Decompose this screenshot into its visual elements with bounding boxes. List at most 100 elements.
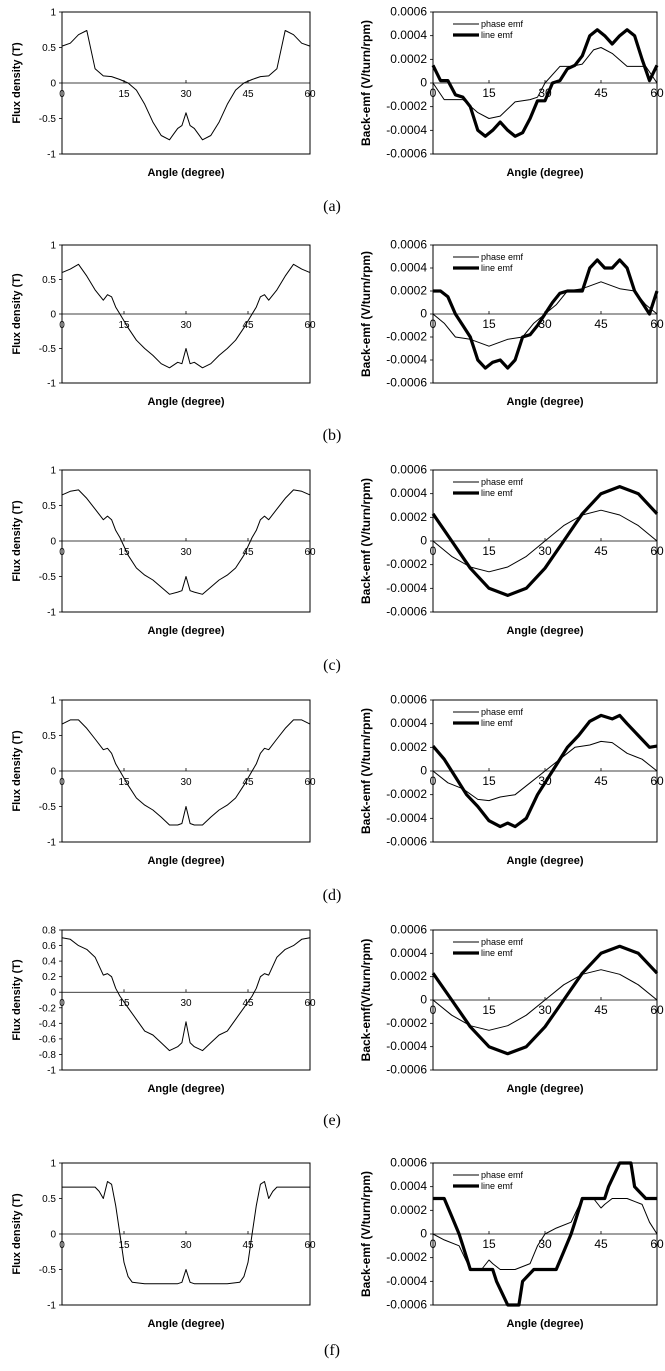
x-tick-label: 60	[650, 1003, 664, 1017]
legend-label: line emf	[481, 1181, 513, 1191]
x-tick-label: 0	[59, 998, 65, 1009]
y-tick-label: -0.0004	[386, 1039, 427, 1053]
y-tick-label: 0.0006	[390, 463, 427, 477]
x-axis-title: Angle (degree)	[506, 167, 583, 179]
y-tick-label: -0.0004	[386, 581, 427, 595]
x-tick-label: 0	[430, 86, 437, 100]
y-axis-title: Flux density (T)	[11, 500, 23, 582]
y-axis-title: Flux density (T)	[11, 959, 23, 1041]
x-axis-title: Angle (degree)	[506, 625, 583, 637]
y-axis-title: Back-emf (V/turn/rpm)	[359, 20, 373, 146]
chart-panel-f-emf: -0.0006-0.0004-0.000200.00020.00040.0006…	[359, 1156, 664, 1331]
y-tick-label: -0.0004	[386, 123, 427, 137]
x-axis-title: Angle (degree)	[506, 1083, 583, 1095]
y-tick-label: -0.6	[39, 1034, 57, 1045]
x-tick-label: 30	[180, 89, 192, 100]
y-tick-label: -0.5	[39, 344, 57, 355]
x-tick-label: 60	[650, 774, 664, 788]
y-tick-label: 1	[50, 241, 56, 252]
y-tick-label: 0	[50, 537, 56, 548]
x-tick-label: 60	[304, 1240, 316, 1251]
legend-label: line emf	[481, 263, 513, 273]
caption: (f)	[324, 1342, 340, 1359]
y-tick-label: -0.0006	[386, 605, 427, 619]
y-tick-label: -0.5	[39, 1265, 57, 1276]
chart-panel-b-emf: -0.0006-0.0004-0.000200.00020.00040.0006…	[359, 238, 664, 409]
x-tick-label: 30	[538, 1003, 552, 1017]
y-tick-label: 0.0002	[390, 740, 427, 754]
y-axis-title: Flux density (T)	[11, 730, 23, 812]
x-tick-label: 0	[59, 777, 65, 788]
legend-label: phase emf	[481, 19, 524, 29]
y-tick-label: 0.0002	[390, 510, 427, 524]
x-axis-title: Angle (degree)	[147, 167, 224, 179]
line-emf-line	[431, 485, 659, 597]
y-tick-label: -0.0002	[386, 99, 427, 113]
y-tick-label: -0.0004	[386, 353, 427, 367]
x-tick-label: 45	[242, 320, 254, 331]
x-axis-title: Angle (degree)	[147, 625, 224, 637]
x-tick-label: 45	[242, 547, 254, 558]
x-tick-label: 0	[59, 320, 65, 331]
y-tick-label: -0.0006	[386, 1298, 427, 1312]
y-tick-label: 0	[420, 1227, 427, 1241]
flux-line	[61, 30, 311, 141]
chart-panel-d-emf: -0.0006-0.0004-0.000200.00020.00040.0006…	[359, 693, 664, 868]
x-tick-label: 30	[538, 1237, 552, 1251]
y-axis-title: Back-emf(V/turn/rpm)	[359, 939, 373, 1062]
phase-emf-line	[432, 47, 658, 119]
y-tick-label: 1	[50, 1159, 56, 1170]
x-axis-title: Angle (degree)	[147, 1083, 224, 1095]
y-tick-label: 0.5	[42, 275, 56, 286]
x-tick-label: 45	[242, 89, 254, 100]
x-tick-label: 15	[482, 86, 496, 100]
y-tick-label: 1	[50, 696, 56, 707]
x-tick-label: 45	[594, 86, 608, 100]
line-emf-line	[433, 1161, 657, 1307]
y-axis-title: Flux density (T)	[11, 42, 23, 124]
y-axis-title: Flux density (T)	[11, 273, 23, 355]
y-tick-label: 0.6	[42, 941, 56, 952]
y-tick-label: 0.0006	[390, 923, 427, 937]
x-tick-label: 30	[180, 547, 192, 558]
x-tick-label: 60	[650, 86, 664, 100]
flux-line	[61, 937, 311, 1052]
y-tick-label: 0.0002	[390, 969, 427, 983]
y-tick-label: -0.0006	[386, 376, 427, 390]
legend-label: line emf	[481, 488, 513, 498]
x-tick-label: 45	[242, 998, 254, 1009]
x-tick-label: 15	[482, 544, 496, 558]
y-tick-label: 0.4	[42, 957, 56, 968]
y-tick-label: 0	[50, 1230, 56, 1241]
x-tick-label: 30	[180, 320, 192, 331]
x-tick-label: 60	[304, 998, 316, 1009]
y-tick-label: -0.5	[39, 572, 57, 583]
x-tick-label: 60	[304, 320, 316, 331]
phase-emf-line	[432, 740, 658, 802]
line-emf-line	[431, 28, 659, 138]
y-tick-label: -0.0006	[386, 835, 427, 849]
x-tick-label: 30	[180, 998, 192, 1009]
y-tick-label: 0	[50, 988, 56, 999]
x-tick-label: 60	[650, 1237, 664, 1251]
caption: (b)	[323, 427, 342, 444]
x-tick-label: 0	[59, 89, 65, 100]
chart-panel-a-emf: -0.0006-0.0004-0.000200.00020.00040.0006…	[359, 5, 664, 180]
chart-panel-a-flux: -1 -0.5 0 0.5 1 0 15 30 45 60 Angle (degree) Flux d…	[11, 8, 316, 180]
y-tick-label: 0.0002	[390, 284, 427, 298]
y-tick-label: -0.2	[39, 1003, 57, 1014]
legend-label: line emf	[481, 718, 513, 728]
y-tick-label: 0.8	[42, 926, 56, 937]
y-tick-label: 0.0002	[390, 1203, 427, 1217]
x-axis-title: Angle (degree)	[147, 396, 224, 408]
line-emf-line	[431, 713, 658, 829]
y-tick-label: 0	[50, 79, 56, 90]
y-tick-label: -0.0002	[386, 1250, 427, 1264]
legend-label: phase emf	[481, 477, 524, 487]
y-axis-title: Back-emf (V/turn/rpm)	[359, 251, 373, 377]
y-tick-label: 0	[420, 307, 427, 321]
x-tick-label: 45	[242, 1240, 254, 1251]
y-tick-label: 0.0006	[390, 693, 427, 707]
y-tick-label: 0.0004	[390, 1179, 427, 1193]
x-tick-label: 60	[304, 547, 316, 558]
